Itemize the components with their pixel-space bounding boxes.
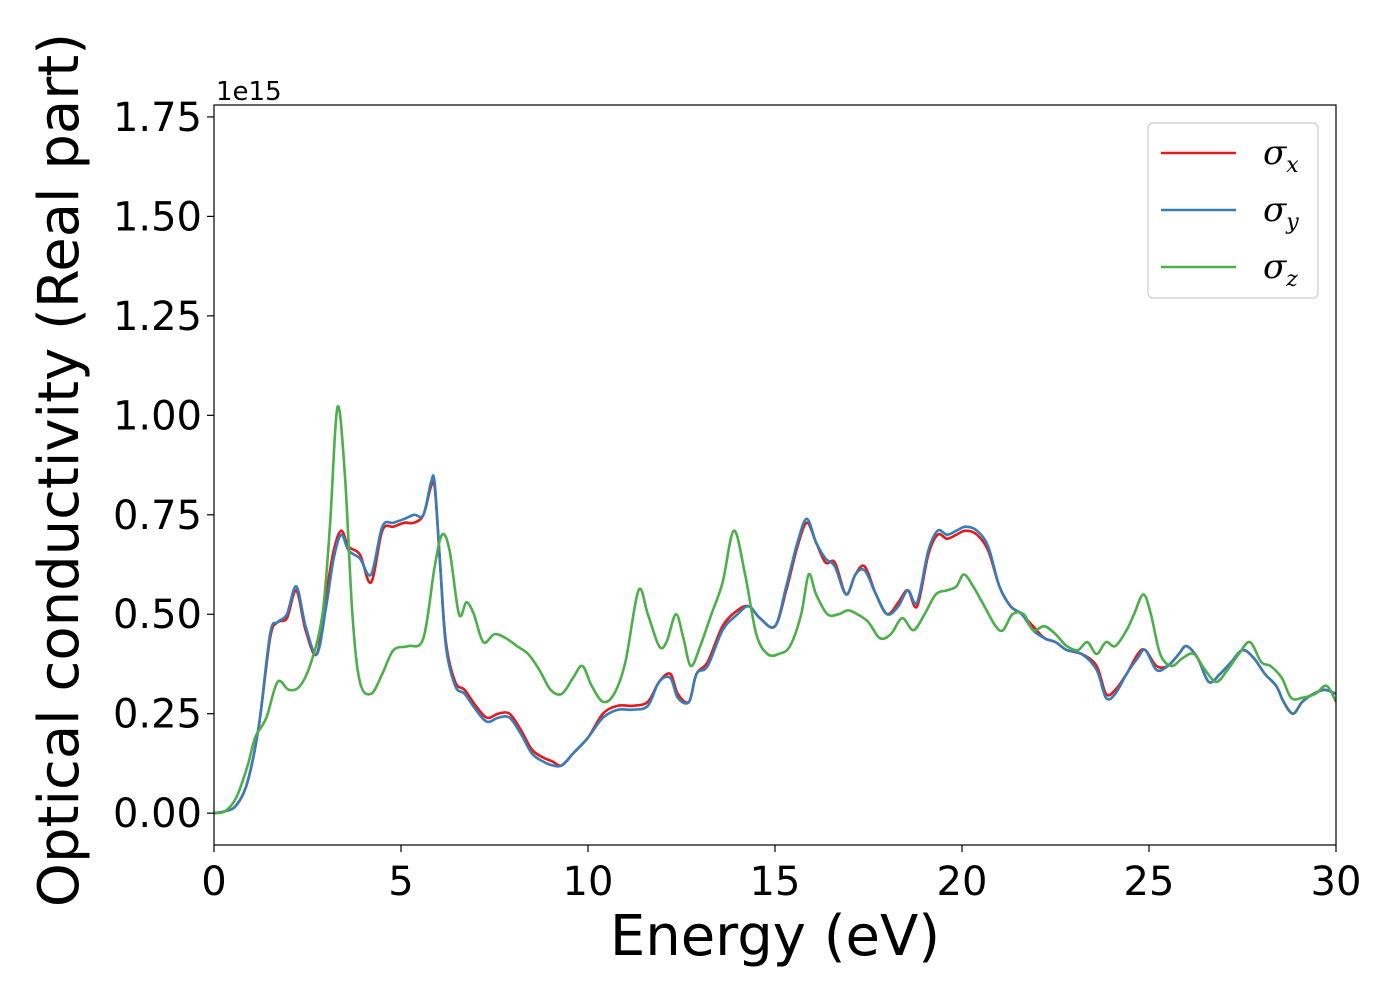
x-tick-label: 5	[388, 859, 413, 905]
y-tick-label: 0.75	[113, 493, 202, 539]
x-axis-label: Energy (eV)	[610, 904, 940, 969]
x-tick-label: 25	[1124, 859, 1175, 905]
y-axis-ticks: 0.00 0.25 0.50 0.75 1.00 1.25 1.50 1.75	[113, 95, 214, 837]
x-tick-label: 30	[1311, 859, 1362, 905]
x-axis-ticks: 0 5 10 15 20 25 30	[201, 845, 1361, 905]
legend-subscript-y: y	[1285, 210, 1299, 235]
y-tick-label: 1.25	[113, 294, 202, 340]
y-tick-label: 1.50	[113, 194, 202, 240]
plot-area	[214, 404, 1336, 815]
y-tick-label: 1.00	[113, 393, 202, 439]
y-tick-label: 0.50	[113, 592, 202, 638]
legend-subscript-z: z	[1285, 267, 1298, 292]
x-tick-label: 0	[201, 859, 226, 905]
y-axis-label: Optical conductivity (Real part)	[27, 33, 92, 907]
y-tick-label: 1.75	[113, 95, 202, 141]
x-tick-label: 20	[937, 859, 988, 905]
legend-subscript-x: x	[1286, 153, 1299, 178]
y-tick-label: 0.25	[113, 692, 202, 738]
y-tick-label: 0.00	[113, 791, 202, 837]
x-tick-label: 15	[750, 859, 801, 905]
series-line-y	[214, 474, 1336, 815]
series-line-z	[214, 404, 1336, 815]
y-offset-label: 1e15	[216, 77, 282, 107]
x-tick-label: 10	[563, 859, 614, 905]
